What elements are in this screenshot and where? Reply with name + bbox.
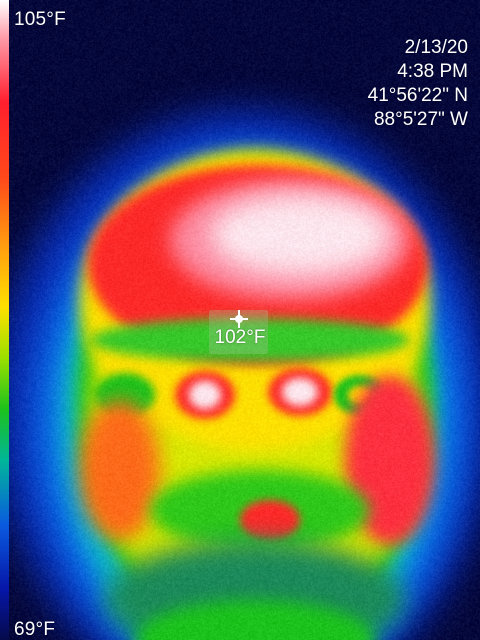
spot-temperature: 102°F [212, 328, 268, 347]
scale-max-label: 105°F [14, 10, 66, 29]
temperature-scale-bar [0, 0, 9, 640]
crosshair-icon[interactable] [230, 310, 248, 328]
capture-time: 4:38 PM [368, 60, 468, 84]
scale-min-label: 69°F [14, 620, 55, 639]
capture-info: 2/13/20 4:38 PM 41°56'22" N 88°5'27" W [368, 36, 468, 132]
capture-longitude: 88°5'27" W [368, 108, 468, 132]
capture-latitude: 41°56'22" N [368, 84, 468, 108]
capture-date: 2/13/20 [368, 36, 468, 60]
